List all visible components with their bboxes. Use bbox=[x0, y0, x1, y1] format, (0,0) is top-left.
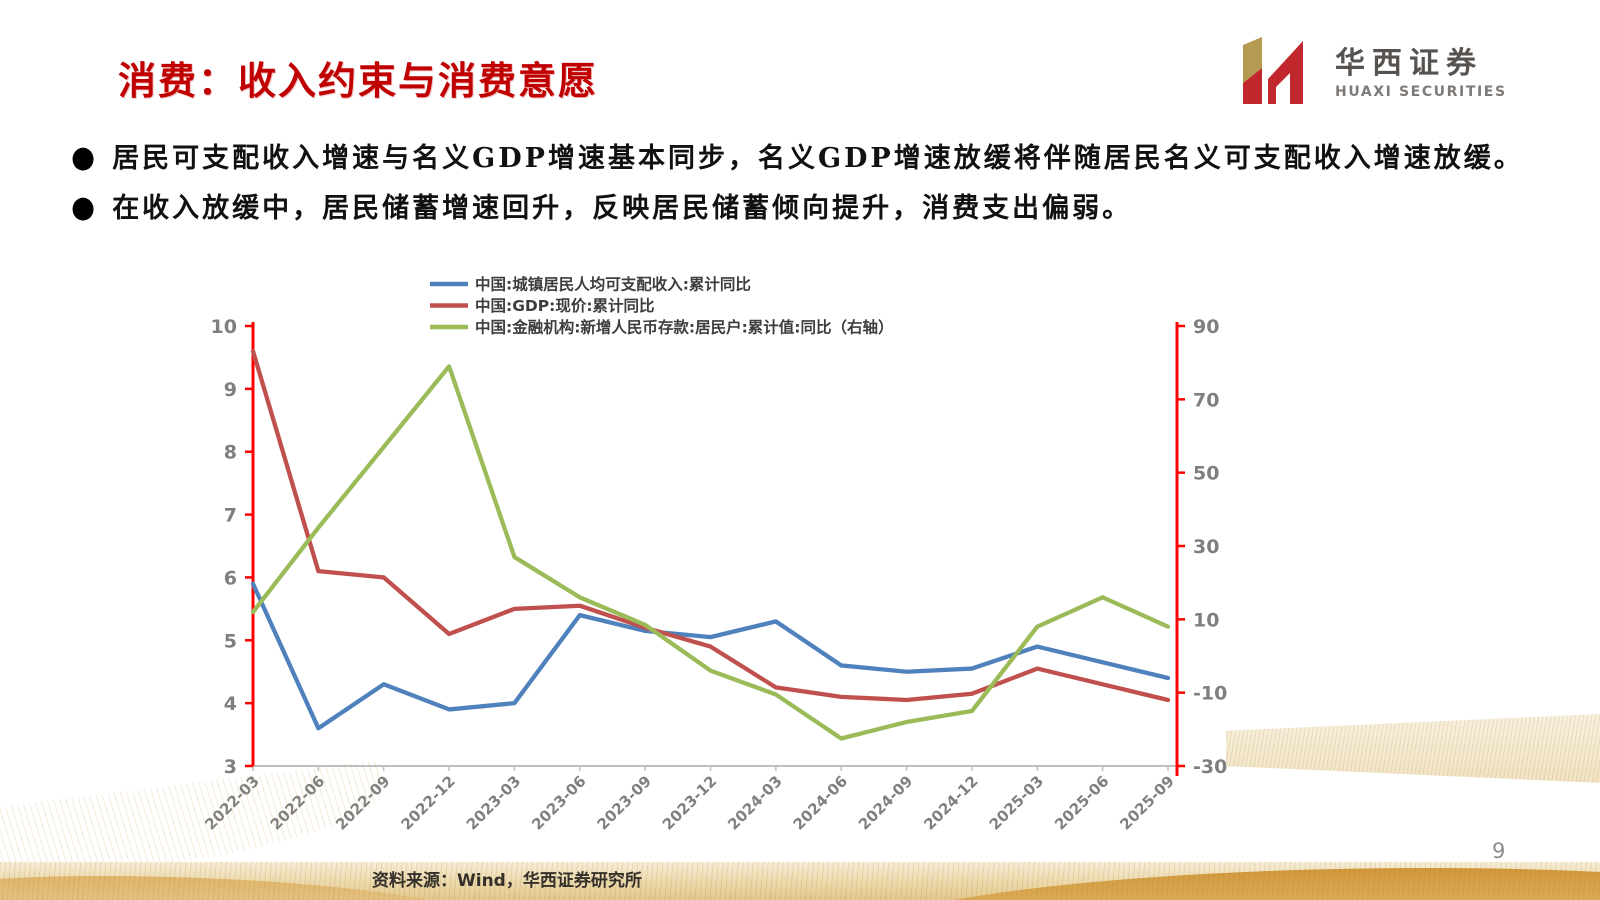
right-axis-tick-label: 10 bbox=[1193, 609, 1219, 631]
left-axis-tick-label: 5 bbox=[224, 630, 237, 652]
x-axis-category-label: 2023-03 bbox=[463, 772, 524, 833]
huaxi-logo-icon bbox=[1243, 37, 1303, 104]
x-axis-category-label: 2023-06 bbox=[528, 772, 589, 833]
gold-ribbon-decoration-right bbox=[1226, 714, 1600, 783]
x-axis-category-label: 2023-12 bbox=[659, 772, 720, 833]
left-axis-tick-label: 3 bbox=[224, 756, 237, 778]
bullet-list: ● 居民可支配收入增速与名义GDP增速基本同步，名义GDP增速放缓将伴随居民名义… bbox=[70, 140, 1540, 240]
data-source-note: 资料来源：Wind，华西证券研究所 bbox=[372, 871, 642, 891]
consumption-income-chart: 1098765439070503010-10-302022-032022-062… bbox=[201, 275, 1227, 834]
gold-footer-band bbox=[0, 862, 1600, 900]
page-number: 9 bbox=[1492, 839, 1506, 863]
left-axis-tick-label: 7 bbox=[224, 505, 237, 527]
page-title: 消费：收入约束与消费意愿 bbox=[118, 58, 599, 103]
bullet-marker-icon: ● bbox=[71, 190, 96, 225]
bullet-item: ● 居民可支配收入增速与名义GDP增速基本同步，名义GDP增速放缓将伴随居民名义… bbox=[70, 140, 1540, 177]
x-axis-category-label: 2024-09 bbox=[855, 772, 916, 833]
x-axis-category-label: 2022-12 bbox=[397, 772, 458, 833]
right-axis-tick-label: 70 bbox=[1193, 389, 1219, 411]
x-axis-category-label: 2025-06 bbox=[1051, 772, 1112, 833]
series-line-2 bbox=[250, 364, 1171, 741]
bullet-text: 在收入放缓中，居民储蓄增速回升，反映居民储蓄倾向提升，消费支出偏弱。 bbox=[112, 193, 1133, 224]
series-line-1 bbox=[250, 348, 1171, 703]
right-axis-tick-label: -30 bbox=[1193, 756, 1227, 778]
bullet-text: 居民可支配收入增速与名义GDP增速基本同步，名义GDP增速放缓将伴随居民名义可支… bbox=[112, 143, 1524, 174]
logo-company-name-en: HUAXI SECURITIES bbox=[1335, 84, 1507, 100]
x-axis-category-label: 2024-03 bbox=[724, 772, 785, 833]
series-line-0 bbox=[250, 581, 1171, 731]
bullet-item: ● 在收入放缓中，居民储蓄增速回升，反映居民储蓄倾向提升，消费支出偏弱。 bbox=[70, 190, 1540, 227]
right-axis-tick-label: 30 bbox=[1193, 536, 1219, 558]
x-axis-category-label: 2024-06 bbox=[790, 772, 851, 833]
left-axis-tick-label: 4 bbox=[224, 693, 237, 715]
x-axis-category-label: 2025-03 bbox=[986, 772, 1047, 833]
x-axis-category-label: 2023-09 bbox=[594, 772, 655, 833]
legend-label-1: 中国:GDP:现价:累计同比 bbox=[475, 296, 655, 315]
logo-company-name: 华西证券 bbox=[1335, 46, 1483, 81]
x-axis-category-label: 2025-09 bbox=[1116, 772, 1177, 833]
left-axis-tick-label: 6 bbox=[224, 567, 237, 589]
right-axis-tick-label: 90 bbox=[1193, 316, 1219, 338]
company-logo: 华西证券 HUAXI SECURITIES bbox=[1243, 34, 1507, 104]
x-axis-category-label: 2024-12 bbox=[920, 772, 981, 833]
legend-label-0: 中国:城镇居民人均可支配收入:累计同比 bbox=[475, 275, 751, 294]
legend-label-2: 中国:金融机构:新增人民币存款:居民户:累计值:同比（右轴） bbox=[475, 318, 894, 337]
left-axis-tick-label: 8 bbox=[224, 442, 237, 464]
left-axis-tick-label: 10 bbox=[211, 316, 237, 338]
right-axis-tick-label: -10 bbox=[1193, 683, 1227, 705]
bullet-marker-icon: ● bbox=[71, 140, 96, 175]
gold-band-texture bbox=[0, 862, 1600, 900]
right-axis-tick-label: 50 bbox=[1193, 463, 1219, 485]
left-axis-tick-label: 9 bbox=[224, 379, 237, 401]
